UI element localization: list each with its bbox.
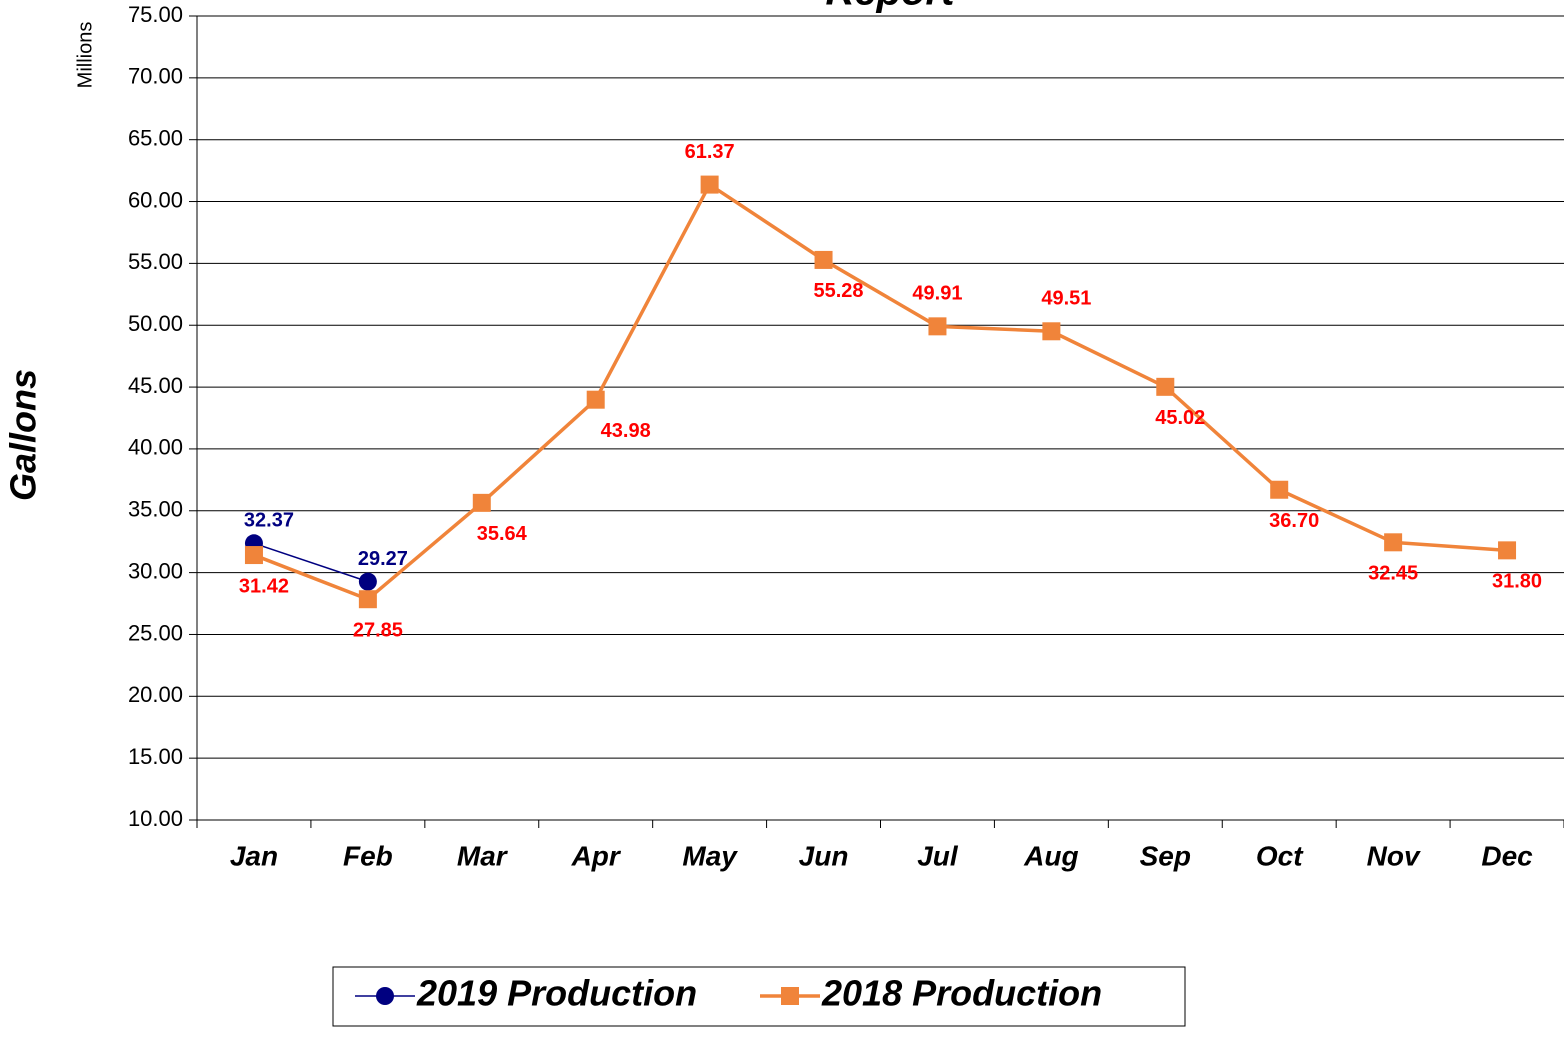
marker bbox=[814, 250, 833, 269]
data-label: 55.28 bbox=[814, 280, 864, 302]
series-line bbox=[253, 542, 369, 583]
data-label: 31.42 bbox=[239, 575, 289, 597]
x-tick-label: Feb bbox=[343, 840, 393, 871]
data-label: 49.51 bbox=[1041, 288, 1091, 310]
y-tick-label: 45.00 bbox=[128, 373, 183, 398]
data-label: 35.64 bbox=[477, 523, 528, 545]
y-tick-label: 20.00 bbox=[128, 682, 183, 707]
y-tick-label: 70.00 bbox=[128, 64, 183, 89]
x-tick-label: Aug bbox=[1023, 840, 1078, 871]
marker bbox=[1384, 533, 1403, 552]
y-tick-label: 10.00 bbox=[128, 806, 183, 831]
y-tick-label: 25.00 bbox=[128, 620, 183, 645]
marker bbox=[928, 317, 947, 336]
y-tick-label: 35.00 bbox=[128, 497, 183, 522]
series-line bbox=[253, 182, 1508, 602]
y-units: Millions bbox=[74, 22, 96, 89]
marker bbox=[358, 572, 377, 591]
x-tick-label: May bbox=[682, 840, 738, 871]
data-label: 43.98 bbox=[601, 420, 651, 442]
data-label: 27.85 bbox=[353, 619, 403, 641]
data-label: 31.80 bbox=[1492, 571, 1542, 593]
x-tick-label: Nov bbox=[1367, 840, 1421, 871]
data-label: 36.70 bbox=[1269, 510, 1319, 532]
y-tick-label: 15.00 bbox=[128, 744, 183, 769]
marker bbox=[586, 390, 605, 409]
data-label: 61.37 bbox=[685, 141, 735, 163]
marker bbox=[1156, 377, 1175, 396]
marker bbox=[1042, 322, 1061, 341]
y-tick-label: 50.00 bbox=[128, 311, 183, 336]
legend-marker bbox=[376, 987, 394, 1005]
y-axis-label: Gallons bbox=[3, 369, 44, 501]
y-tick-label: 60.00 bbox=[128, 187, 183, 212]
marker bbox=[358, 590, 377, 609]
y-tick-label: 30.00 bbox=[128, 558, 183, 583]
x-tick-label: Mar bbox=[457, 840, 509, 871]
data-label: 49.91 bbox=[912, 283, 962, 305]
legend-label: 2019 Production bbox=[416, 973, 697, 1014]
x-tick-label: Jun bbox=[799, 840, 849, 871]
x-tick-label: Oct bbox=[1256, 840, 1304, 871]
data-label: 29.27 bbox=[358, 548, 408, 570]
data-label: 45.02 bbox=[1155, 407, 1205, 429]
chart-title: Report bbox=[826, 0, 957, 14]
y-tick-label: 65.00 bbox=[128, 126, 183, 151]
x-tick-label: Dec bbox=[1481, 840, 1533, 871]
y-tick-label: 40.00 bbox=[128, 435, 183, 460]
y-tick-label: 55.00 bbox=[128, 249, 183, 274]
marker bbox=[472, 493, 491, 512]
legend-marker bbox=[781, 987, 799, 1005]
x-tick-label: Sep bbox=[1140, 840, 1191, 871]
x-tick-label: Apr bbox=[571, 840, 622, 871]
legend-label: 2018 Production bbox=[821, 973, 1102, 1014]
legend-box bbox=[332, 966, 1186, 1027]
marker bbox=[700, 175, 719, 194]
marker bbox=[244, 546, 263, 565]
data-label: 32.45 bbox=[1368, 563, 1418, 585]
x-tick-label: Jan bbox=[230, 840, 278, 871]
marker bbox=[1270, 480, 1289, 499]
marker bbox=[1498, 541, 1517, 560]
x-tick-label: Jul bbox=[917, 840, 959, 871]
data-label: 32.37 bbox=[244, 510, 294, 532]
y-tick-label: 75.00 bbox=[128, 2, 183, 27]
